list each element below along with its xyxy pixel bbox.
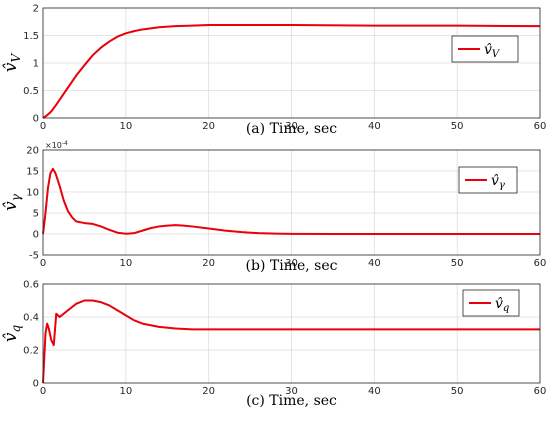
x-tick-label: 30 bbox=[285, 258, 298, 269]
y-tick-label: 0.6 bbox=[23, 280, 39, 291]
y-tick-label: 2 bbox=[33, 4, 39, 15]
x-tick-label: 60 bbox=[534, 121, 547, 132]
legend: v̂q bbox=[462, 289, 520, 317]
x-tick-label: 0 bbox=[40, 386, 46, 397]
x-tick-label: 50 bbox=[451, 121, 464, 132]
y-tick-label: 0.2 bbox=[23, 346, 39, 357]
x-tick-label: 60 bbox=[534, 386, 547, 397]
axis-multiplier: ×10-4 bbox=[45, 140, 68, 150]
y-tick-label: 1 bbox=[33, 59, 39, 70]
x-tick-label: 40 bbox=[368, 258, 381, 269]
x-tick-label: 10 bbox=[119, 121, 132, 132]
x-axis-caption: (c) Time, sec bbox=[246, 393, 337, 409]
legend: v̂V bbox=[451, 35, 519, 63]
series-line bbox=[42, 167, 540, 235]
axes-frame bbox=[42, 149, 541, 256]
axes-frame bbox=[42, 7, 541, 119]
x-tick-label: 20 bbox=[202, 121, 215, 132]
x-axis-caption: (a) Time, sec bbox=[246, 121, 337, 137]
y-tick-label: 15 bbox=[26, 167, 39, 178]
x-tick-label: 50 bbox=[451, 386, 464, 397]
x-tick-label: 40 bbox=[368, 121, 381, 132]
y-tick-label: 5 bbox=[33, 209, 39, 220]
y-tick-label: -5 bbox=[29, 251, 39, 262]
x-tick-label: 30 bbox=[285, 386, 298, 397]
y-tick-label: 0 bbox=[33, 379, 39, 390]
x-tick-label: 20 bbox=[202, 258, 215, 269]
y-tick-label: 1.5 bbox=[23, 31, 39, 42]
y-tick-label: 0.4 bbox=[23, 313, 39, 324]
y-tick-label: 10 bbox=[26, 188, 39, 199]
x-tick-label: 40 bbox=[368, 386, 381, 397]
x-tick-label: 0 bbox=[40, 258, 46, 269]
x-tick-label: 10 bbox=[119, 258, 132, 269]
series-line bbox=[42, 299, 540, 384]
y-tick-label: 20 bbox=[26, 146, 39, 157]
axes-frame bbox=[42, 283, 541, 384]
x-tick-label: 50 bbox=[451, 258, 464, 269]
y-tick-label: 0 bbox=[33, 114, 39, 125]
x-axis-caption: (b) Time, sec bbox=[246, 258, 338, 274]
series-line bbox=[42, 24, 541, 119]
y-tick-label: 0 bbox=[33, 230, 39, 241]
x-tick-label: 10 bbox=[119, 386, 132, 397]
x-tick-label: 60 bbox=[534, 258, 547, 269]
x-tick-label: 30 bbox=[285, 121, 298, 132]
y-tick-label: 0.5 bbox=[23, 86, 39, 97]
legend: v̂γ bbox=[458, 166, 518, 194]
x-tick-label: 0 bbox=[40, 121, 46, 132]
x-tick-label: 20 bbox=[202, 386, 215, 397]
